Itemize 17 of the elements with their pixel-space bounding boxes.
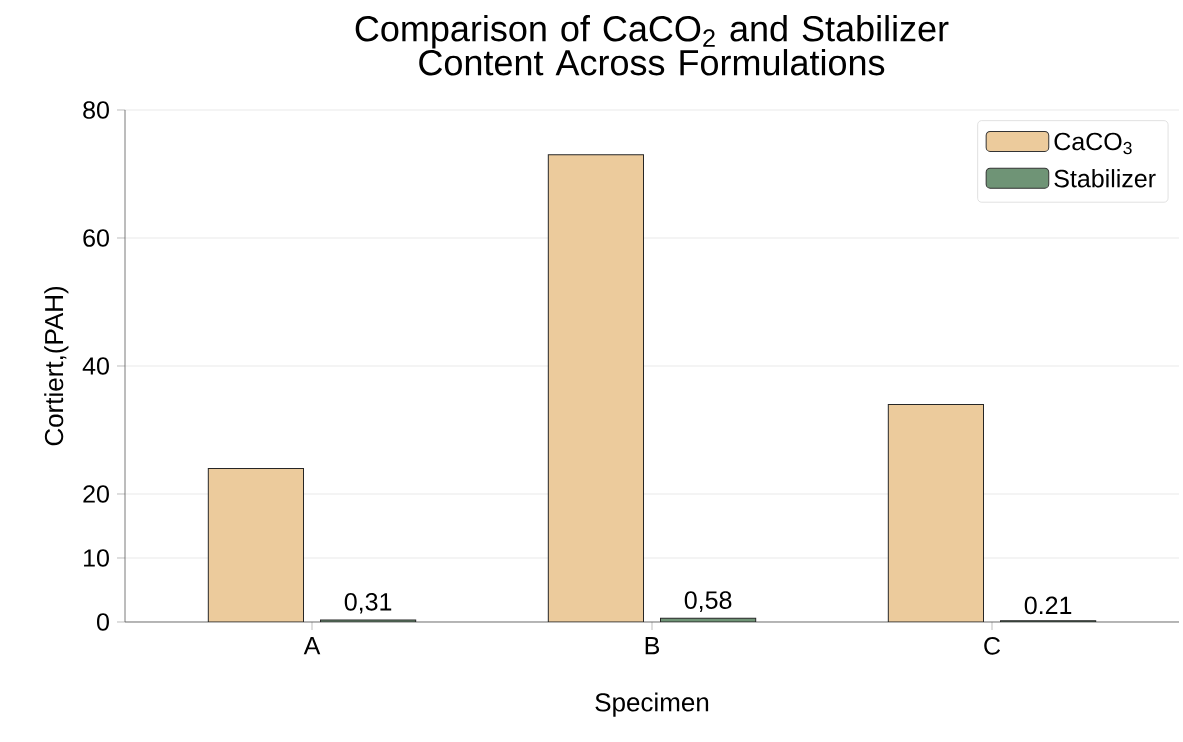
y-tick-label: 80 bbox=[83, 101, 109, 119]
y-tick-label: 10 bbox=[84, 549, 109, 567]
x-tick-label: C bbox=[984, 637, 1001, 655]
x-tick-label: A bbox=[303, 637, 321, 655]
chart-title: Comparison of CaCO$_{2}$ and Stabilizer Content Across Formulations bbox=[355, 15, 949, 76]
y-axis-title: Cortiert,(PAH) bbox=[44, 286, 69, 446]
legend-label: Stabilizer bbox=[1054, 169, 1156, 188]
x-tick-label: B bbox=[645, 637, 660, 655]
legend-label: CaCO$_{3}$ bbox=[1054, 132, 1132, 155]
data-label: 0,31 bbox=[344, 592, 392, 614]
data-label: 0,58 bbox=[684, 591, 732, 612]
y-tick-label: 60 bbox=[83, 229, 109, 247]
y-tick-label: 40 bbox=[82, 357, 109, 375]
x-axis-title: Specimen bbox=[595, 692, 709, 717]
y-tick-label: 20 bbox=[83, 485, 109, 503]
y-tick-label: 0 bbox=[97, 613, 109, 631]
data-label: 0.21 bbox=[1024, 596, 1072, 615]
